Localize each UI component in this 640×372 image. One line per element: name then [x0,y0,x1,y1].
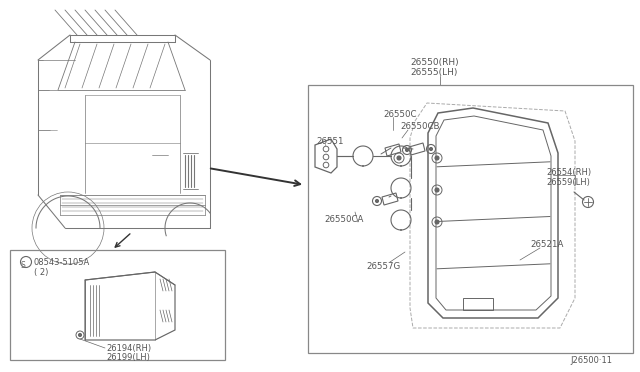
Circle shape [406,148,408,151]
Text: 26550C: 26550C [383,110,417,119]
Text: 26199(LH): 26199(LH) [106,353,150,362]
Text: 26550CA: 26550CA [324,215,364,224]
Circle shape [397,156,401,160]
Circle shape [79,334,81,337]
Text: 26554(RH): 26554(RH) [546,168,591,177]
Circle shape [429,148,433,151]
Text: 26557G: 26557G [366,262,400,271]
Text: 26559(LH): 26559(LH) [546,178,590,187]
Text: S: S [20,260,26,269]
Text: 26550CB: 26550CB [400,122,440,131]
Text: 26550(RH): 26550(RH) [410,58,459,67]
Text: 26194(RH): 26194(RH) [106,344,151,353]
Text: 26551: 26551 [316,137,344,146]
Circle shape [435,188,439,192]
Circle shape [376,199,378,202]
Text: 08543-5105A: 08543-5105A [34,258,90,267]
Text: ( 2): ( 2) [34,268,49,277]
Bar [10,250,225,360]
Bar [308,85,633,353]
Text: J26500·11: J26500·11 [570,356,612,365]
Circle shape [435,156,439,160]
Text: 26521A: 26521A [530,240,563,249]
Text: 26555(LH): 26555(LH) [410,68,458,77]
Circle shape [435,220,439,224]
